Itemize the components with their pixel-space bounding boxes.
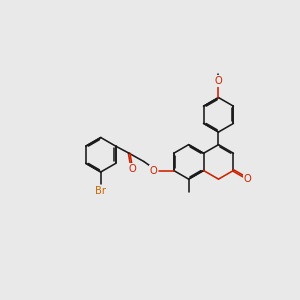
Text: O: O	[244, 173, 251, 184]
Text: O: O	[150, 166, 158, 176]
Text: Br: Br	[95, 186, 106, 196]
Text: O: O	[128, 164, 136, 174]
Text: O: O	[214, 76, 222, 86]
